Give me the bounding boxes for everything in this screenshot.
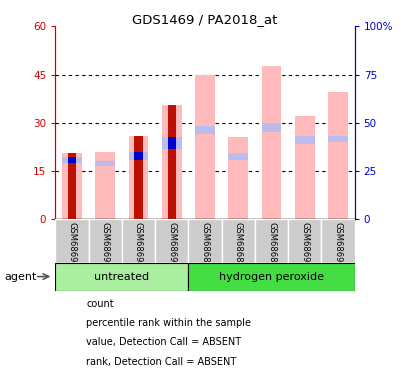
- Bar: [327, 92, 347, 219]
- Bar: [294, 116, 314, 219]
- Bar: [62, 153, 82, 219]
- Text: GSM68689: GSM68689: [266, 222, 275, 267]
- Bar: [228, 137, 247, 219]
- Bar: [155, 219, 188, 262]
- Bar: [62, 157, 82, 163]
- Text: count: count: [86, 299, 113, 309]
- Text: GSM68692: GSM68692: [67, 222, 76, 267]
- Bar: [55, 219, 88, 262]
- Bar: [167, 137, 175, 148]
- Text: GSM68691: GSM68691: [333, 222, 342, 267]
- Bar: [327, 136, 347, 142]
- Text: GSM68694: GSM68694: [134, 222, 143, 267]
- Bar: [261, 123, 281, 132]
- Bar: [55, 262, 188, 291]
- Bar: [95, 161, 115, 166]
- Bar: [67, 153, 76, 219]
- Bar: [167, 105, 175, 219]
- Text: rank, Detection Call = ABSENT: rank, Detection Call = ABSENT: [86, 357, 236, 367]
- Bar: [134, 136, 142, 219]
- Bar: [321, 219, 354, 262]
- Text: GSM68688: GSM68688: [233, 222, 242, 267]
- Text: agent: agent: [4, 272, 36, 282]
- Bar: [95, 152, 115, 219]
- Text: GSM68690: GSM68690: [299, 222, 308, 267]
- Bar: [188, 219, 221, 262]
- Bar: [261, 66, 281, 219]
- Text: percentile rank within the sample: percentile rank within the sample: [86, 318, 250, 328]
- Bar: [228, 153, 247, 160]
- Text: GSM68695: GSM68695: [167, 222, 176, 267]
- Bar: [288, 219, 321, 262]
- Bar: [128, 136, 148, 219]
- Text: value, Detection Call = ABSENT: value, Detection Call = ABSENT: [86, 338, 240, 347]
- Bar: [294, 136, 314, 144]
- Text: GSM68687: GSM68687: [200, 222, 209, 267]
- Bar: [121, 219, 155, 262]
- Bar: [88, 219, 121, 262]
- Text: hydrogen peroxide: hydrogen peroxide: [218, 272, 323, 282]
- Bar: [134, 152, 142, 160]
- Bar: [162, 105, 181, 219]
- Bar: [128, 152, 148, 160]
- Bar: [254, 219, 288, 262]
- Bar: [195, 75, 214, 219]
- Text: GSM68693: GSM68693: [101, 222, 110, 267]
- Bar: [67, 157, 76, 163]
- Text: GDS1469 / PA2018_at: GDS1469 / PA2018_at: [132, 13, 277, 26]
- Bar: [188, 262, 354, 291]
- Bar: [221, 219, 254, 262]
- Text: untreated: untreated: [94, 272, 149, 282]
- Bar: [195, 126, 214, 134]
- Bar: [162, 137, 181, 148]
